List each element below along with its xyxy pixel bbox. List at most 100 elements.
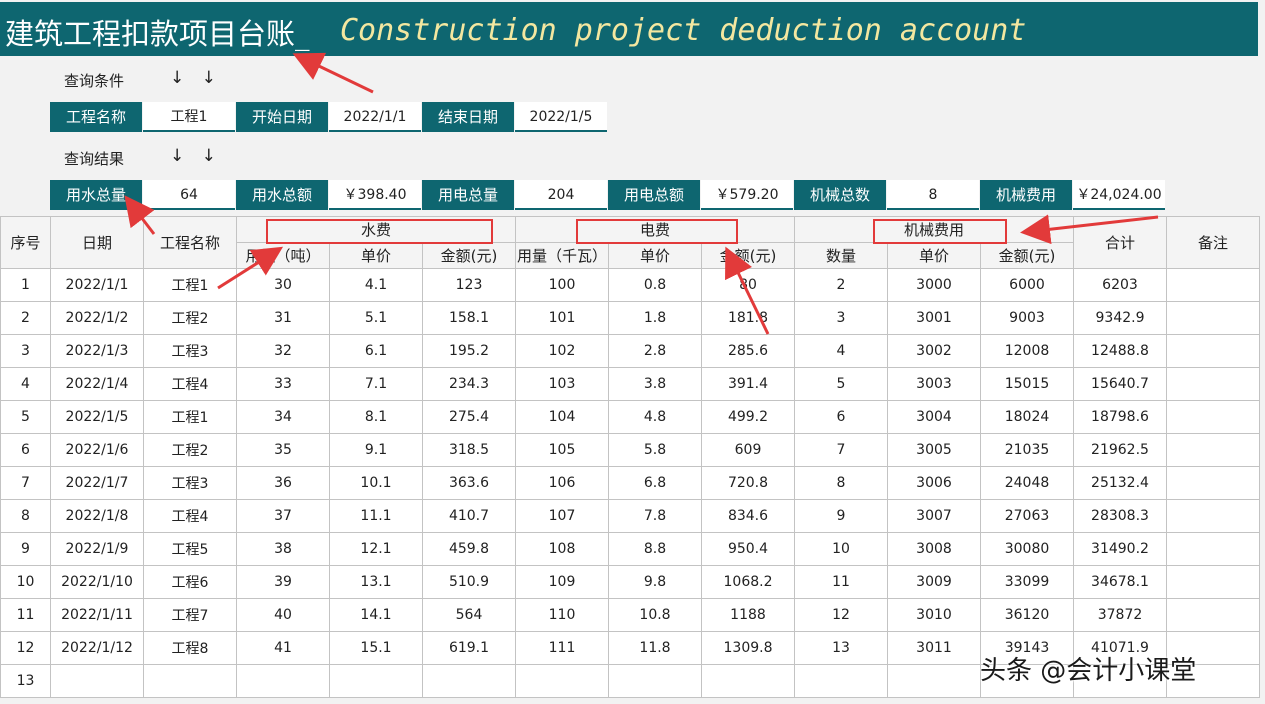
cell-water-amount[interactable]: 275.4 [422,400,516,434]
cell-machine-qty[interactable] [794,664,888,698]
cell-machine-amount[interactable]: 18024 [980,400,1074,434]
cell-remark[interactable] [1166,565,1260,599]
cell-project[interactable]: 工程4 [143,367,237,401]
cell-machine-qty[interactable]: 10 [794,532,888,566]
cell-machine-amount[interactable]: 15015 [980,367,1074,401]
cell-machine-amount[interactable] [980,664,1074,698]
cell-electric-price[interactable]: 1.8 [608,301,702,335]
cell-water-usage[interactable]: 31 [236,301,330,335]
cell-water-usage[interactable] [236,664,330,698]
cell-electric-amount[interactable]: 1309.8 [701,631,795,665]
cell-seq[interactable]: 7 [0,466,51,500]
cell-total[interactable]: 34678.1 [1073,565,1167,599]
cell-total[interactable]: 15640.7 [1073,367,1167,401]
cell-seq[interactable]: 6 [0,433,51,467]
cell-machine-amount[interactable]: 27063 [980,499,1074,533]
cell-electric-price[interactable]: 11.8 [608,631,702,665]
cell-electric-amount[interactable]: 499.2 [701,400,795,434]
cell-remark[interactable] [1166,664,1260,698]
cell-electric-usage[interactable]: 109 [515,565,609,599]
cell-date[interactable]: 2022/1/9 [50,532,144,566]
cell-water-price[interactable]: 14.1 [329,598,423,632]
cell-water-price[interactable] [329,664,423,698]
cell-electric-amount[interactable]: 1188 [701,598,795,632]
cell-project[interactable]: 工程4 [143,499,237,533]
cell-machine-qty[interactable]: 8 [794,466,888,500]
cell-electric-price[interactable]: 7.8 [608,499,702,533]
cell-water-price[interactable]: 10.1 [329,466,423,500]
cell-electric-price[interactable]: 5.8 [608,433,702,467]
cell-machine-qty[interactable]: 3 [794,301,888,335]
cell-electric-amount[interactable]: 720.8 [701,466,795,500]
cell-water-price[interactable]: 15.1 [329,631,423,665]
cell-remark[interactable] [1166,400,1260,434]
cell-total[interactable]: 18798.6 [1073,400,1167,434]
cell-machine-qty[interactable]: 5 [794,367,888,401]
cell-water-amount[interactable]: 564 [422,598,516,632]
cell-machine-amount[interactable]: 21035 [980,433,1074,467]
cell-project[interactable]: 工程6 [143,565,237,599]
cell-water-price[interactable]: 11.1 [329,499,423,533]
cell-water-amount[interactable]: 234.3 [422,367,516,401]
cell-water-amount[interactable] [422,664,516,698]
cell-electric-price[interactable] [608,664,702,698]
cell-electric-amount[interactable]: 1068.2 [701,565,795,599]
cell-machine-amount[interactable]: 12008 [980,334,1074,368]
cell-water-usage[interactable]: 34 [236,400,330,434]
cell-water-price[interactable]: 12.1 [329,532,423,566]
cell-seq[interactable]: 5 [0,400,51,434]
cell-project[interactable]: 工程7 [143,598,237,632]
cell-water-amount[interactable]: 195.2 [422,334,516,368]
cell-electric-usage[interactable]: 106 [515,466,609,500]
cell-date[interactable]: 2022/1/5 [50,400,144,434]
cell-seq[interactable]: 13 [0,664,51,698]
cell-date[interactable]: 2022/1/1 [50,268,144,302]
cell-water-amount[interactable]: 410.7 [422,499,516,533]
cell-machine-amount[interactable]: 24048 [980,466,1074,500]
cell-electric-amount[interactable]: 950.4 [701,532,795,566]
cell-water-usage[interactable]: 36 [236,466,330,500]
cell-electric-usage[interactable]: 101 [515,301,609,335]
cell-seq[interactable]: 11 [0,598,51,632]
cell-electric-usage[interactable] [515,664,609,698]
cell-project[interactable]: 工程5 [143,532,237,566]
cell-remark[interactable] [1166,598,1260,632]
cell-seq[interactable]: 9 [0,532,51,566]
cell-remark[interactable] [1166,631,1260,665]
cell-electric-usage[interactable]: 105 [515,433,609,467]
cell-electric-amount[interactable]: 391.4 [701,367,795,401]
cell-total[interactable]: 21962.5 [1073,433,1167,467]
cell-machine-price[interactable]: 3009 [887,565,981,599]
cell-electric-usage[interactable]: 100 [515,268,609,302]
cell-water-price[interactable]: 9.1 [329,433,423,467]
cell-water-price[interactable]: 5.1 [329,301,423,335]
start-date-input[interactable]: 2022/1/1 [329,102,421,132]
cell-machine-price[interactable] [887,664,981,698]
cell-seq[interactable]: 2 [0,301,51,335]
cell-machine-price[interactable]: 3008 [887,532,981,566]
cell-machine-qty[interactable]: 13 [794,631,888,665]
cell-water-usage[interactable]: 33 [236,367,330,401]
cell-machine-price[interactable]: 3010 [887,598,981,632]
cell-electric-amount[interactable] [701,664,795,698]
cell-date[interactable]: 2022/1/6 [50,433,144,467]
cell-electric-price[interactable]: 4.8 [608,400,702,434]
cell-seq[interactable]: 3 [0,334,51,368]
cell-machine-amount[interactable]: 6000 [980,268,1074,302]
cell-project[interactable]: 工程1 [143,400,237,434]
cell-project[interactable]: 工程8 [143,631,237,665]
cell-date[interactable]: 2022/1/8 [50,499,144,533]
cell-machine-qty[interactable]: 4 [794,334,888,368]
cell-date[interactable]: 2022/1/2 [50,301,144,335]
cell-electric-price[interactable]: 10.8 [608,598,702,632]
cell-remark[interactable] [1166,301,1260,335]
cell-water-usage[interactable]: 40 [236,598,330,632]
cell-total[interactable]: 41071.9 [1073,631,1167,665]
cell-electric-usage[interactable]: 111 [515,631,609,665]
cell-machine-price[interactable]: 3004 [887,400,981,434]
end-date-input[interactable]: 2022/1/5 [515,102,607,132]
cell-seq[interactable]: 8 [0,499,51,533]
cell-machine-price[interactable]: 3001 [887,301,981,335]
project-name-input[interactable]: 工程1 [143,102,235,132]
cell-electric-amount[interactable]: 285.6 [701,334,795,368]
